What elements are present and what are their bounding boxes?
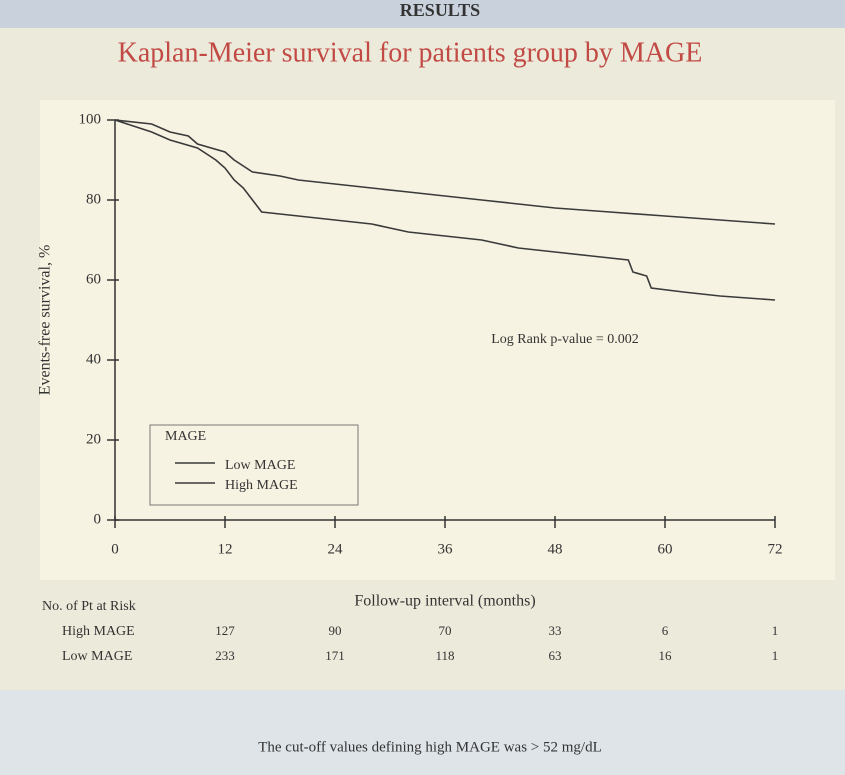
header: RESULTS xyxy=(400,0,480,20)
risk-count: 1 xyxy=(772,623,779,638)
x-tick-label: 24 xyxy=(328,541,344,557)
risk-count: 33 xyxy=(549,623,562,638)
legend-label: Low MAGE xyxy=(225,458,295,473)
legend-box xyxy=(149,424,359,506)
survival-line xyxy=(114,119,776,225)
x-tick-label: 72 xyxy=(768,541,783,557)
x-axis-label: Follow-up interval (months) xyxy=(354,593,535,610)
legend-title: MAGE xyxy=(165,429,206,444)
risk-count: 1 xyxy=(772,648,779,663)
plot-panel xyxy=(40,100,835,580)
chart-title: Kaplan-Meier survival for patients group… xyxy=(118,37,703,68)
footnote: The cut-off values defining high MAGE wa… xyxy=(258,739,602,755)
y-tick-label: 0 xyxy=(94,511,102,527)
x-tick-label: 48 xyxy=(548,541,563,557)
risk-count: 70 xyxy=(439,623,452,638)
risk-count: 90 xyxy=(329,623,342,638)
y-tick-label: 80 xyxy=(86,191,101,207)
risk-count: 127 xyxy=(215,623,235,638)
annotation: Log Rank p-value = 0.002 xyxy=(491,332,638,347)
survival-line xyxy=(114,119,776,301)
y-tick-label: 100 xyxy=(79,111,102,127)
risk-count: 171 xyxy=(325,648,345,663)
risk-count: 118 xyxy=(435,648,454,663)
x-tick-label: 60 xyxy=(658,541,673,557)
x-tick-label: 36 xyxy=(438,541,454,557)
risk-count: 6 xyxy=(662,623,669,638)
y-tick-label: 20 xyxy=(86,431,101,447)
x-tick-label: 0 xyxy=(111,541,119,557)
risk-row-name: Low MAGE xyxy=(62,649,132,664)
x-tick-label: 12 xyxy=(218,541,233,557)
footer-band xyxy=(0,690,845,775)
y-axis-label: Events-free survival, % xyxy=(37,245,54,396)
risk-count: 16 xyxy=(659,648,673,663)
risk-count: 233 xyxy=(215,648,235,663)
y-tick-label: 60 xyxy=(86,271,101,287)
y-tick-label: 40 xyxy=(86,351,101,367)
legend-label: High MAGE xyxy=(225,478,298,493)
risk-table-title: No. of Pt at Risk xyxy=(42,599,136,614)
risk-count: 63 xyxy=(549,648,562,663)
header-band xyxy=(0,0,845,28)
risk-row-name: High MAGE xyxy=(62,624,135,639)
